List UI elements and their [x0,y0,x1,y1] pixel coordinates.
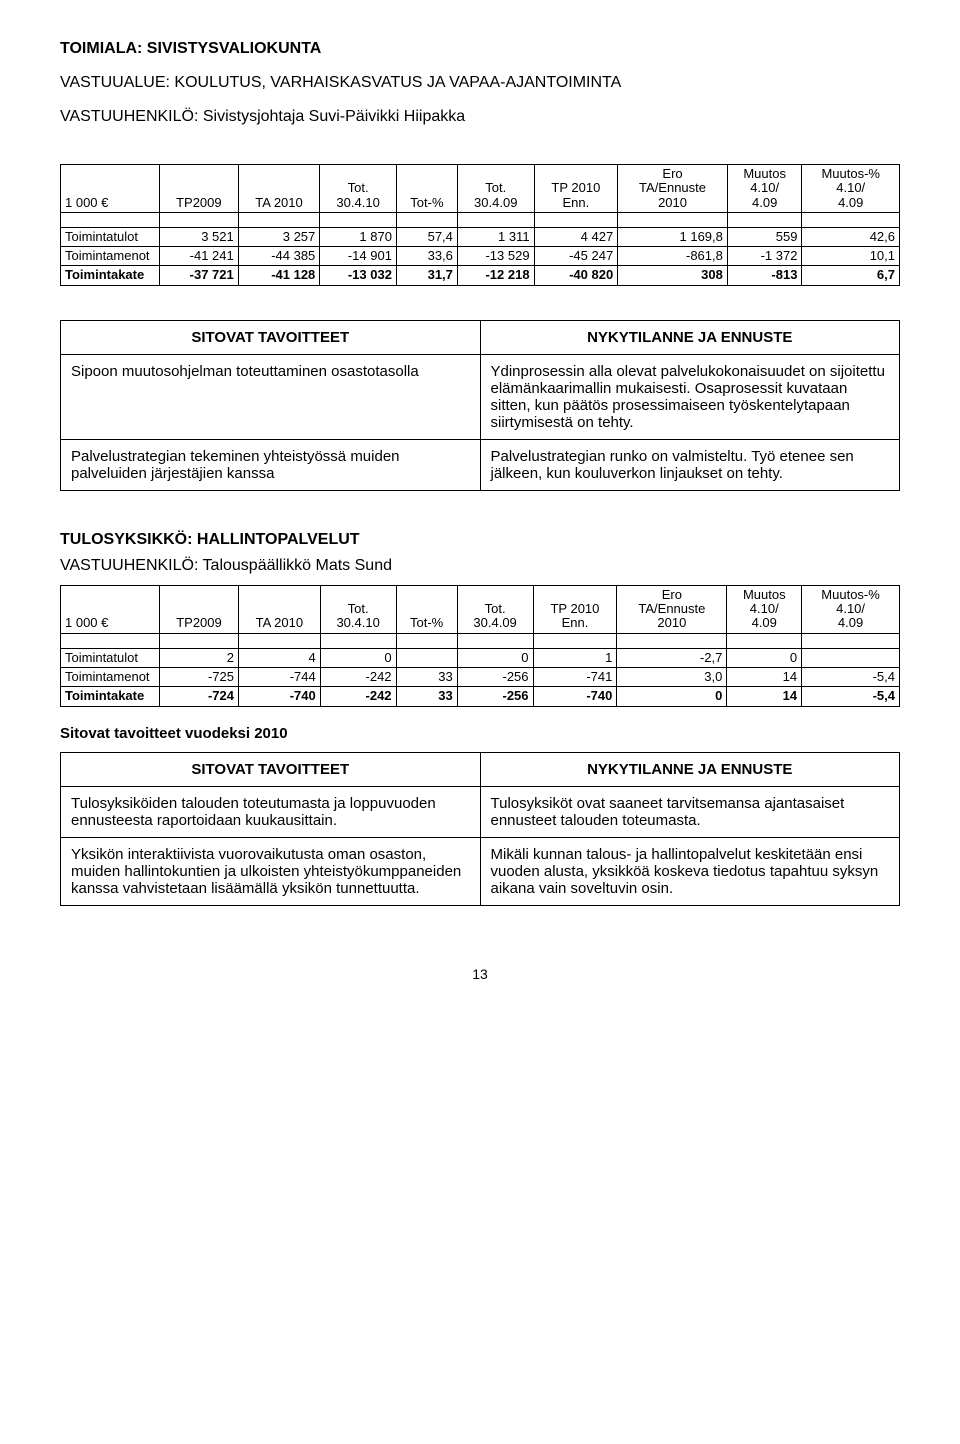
col-header: 1 000 € [61,165,160,213]
col-header: TA 2010 [238,165,320,213]
col-header: EroTA/Ennuste2010 [617,585,727,633]
goals-header-right: NYKYTILANNE JA ENNUSTE [480,320,900,354]
financial-table-2: 1 000 € TP2009 TA 2010 Tot.30.4.10 Tot-%… [60,585,900,707]
col-header: Muutos-%4.10/4.09 [802,585,900,633]
heading-vastuuhenkilo: VASTUUHENKILÖ: Sivistysjohtaja Suvi-Päiv… [60,108,900,126]
col-header: Tot.30.4.10 [320,165,397,213]
col-header: Muutos-%4.10/4.09 [802,165,900,213]
col-header: Muutos4.10/4.09 [727,165,802,213]
col-header: TP 2010Enn. [534,165,618,213]
table-row: Toimintatulot 24001-2,70 [61,648,900,667]
goals-table-1: SITOVAT TAVOITTEET NYKYTILANNE JA ENNUST… [60,320,900,491]
heading-vastuualue: VASTUUALUE: KOULUTUS, VARHAISKASVATUS JA… [60,74,900,92]
col-header: TA 2010 [238,585,320,633]
page-number: 13 [60,966,900,982]
col-header: Tot-% [396,585,457,633]
col-header: Muutos4.10/4.09 [727,585,802,633]
heading-toimiala: TOIMIALA: SIVISTYSVALIOKUNTA [60,40,900,58]
section-vastuuhenkilo: VASTUUHENKILÖ: Talouspäällikkö Mats Sund [60,557,900,575]
col-header: TP 2010Enn. [533,585,617,633]
section-title: TULOSYKSIKKÖ: HALLINTOPALVELUT [60,531,900,549]
col-header: Tot.30.4.10 [320,585,396,633]
table-row: Yksikön interaktiivista vuorovaikutusta … [61,837,900,905]
table-row: Sipoon muutosohjelman toteuttaminen osas… [61,354,900,439]
table-row: Toimintamenot -725-744-24233-256-7413,01… [61,667,900,686]
table-row: Tulosyksiköiden talouden toteutumasta ja… [61,786,900,837]
table-row: Toimintamenot -41 241-44 385-14 90133,6-… [61,247,900,266]
col-header: 1 000 € [61,585,160,633]
col-header: EroTA/Ennuste2010 [618,165,728,213]
table-row: Toimintatulot 3 5213 2571 87057,41 3114 … [61,227,900,246]
col-header: TP2009 [160,585,239,633]
col-header: TP2009 [160,165,239,213]
col-header: Tot.30.4.09 [457,585,533,633]
goals-header-left: SITOVAT TAVOITTEET [61,320,481,354]
table-row: Toimintakate -724-740-24233-256-740014-5… [61,687,900,706]
sitovat-title: Sitovat tavoitteet vuodeksi 2010 [60,725,900,742]
table-row: Toimintakate -37 721-41 128-13 03231,7-1… [61,266,900,285]
table-row: Palvelustrategian tekeminen yhteistyössä… [61,439,900,490]
goals-header-left: SITOVAT TAVOITTEET [61,752,481,786]
col-header: Tot.30.4.09 [457,165,534,213]
financial-table-1: 1 000 € TP2009 TA 2010 Tot.30.4.10 Tot-%… [60,164,900,286]
goals-header-right: NYKYTILANNE JA ENNUSTE [480,752,900,786]
goals-table-2: SITOVAT TAVOITTEET NYKYTILANNE JA ENNUST… [60,752,900,906]
page: TOIMIALA: SIVISTYSVALIOKUNTA VASTUUALUE:… [0,0,960,1062]
col-header: Tot-% [396,165,457,213]
